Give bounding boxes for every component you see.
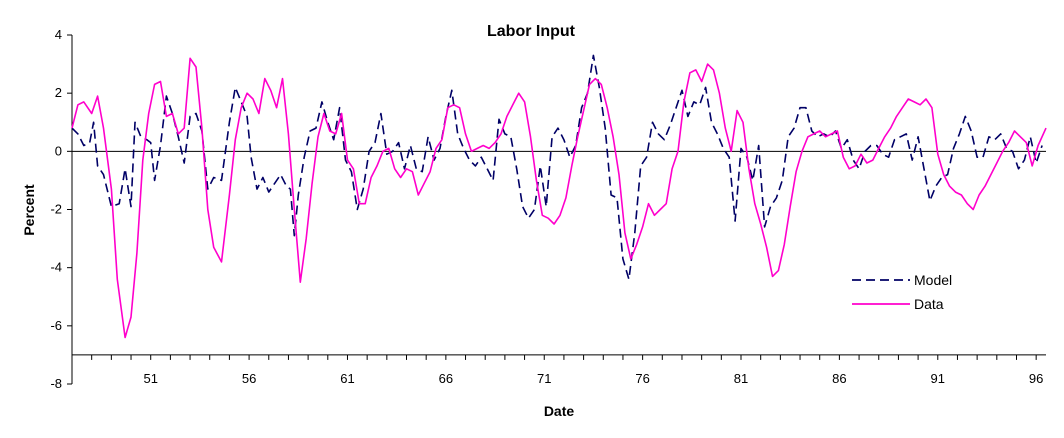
x-tick-label: 66 <box>439 371 453 386</box>
y-tick-label: 4 <box>55 27 62 42</box>
y-tick-label: -4 <box>50 260 62 275</box>
chart-title: Labor Input <box>487 23 576 40</box>
legend-label-data: Data <box>914 296 944 312</box>
x-tick-label: 56 <box>242 371 256 386</box>
legend: Model Data <box>852 272 952 312</box>
legend-label-model: Model <box>914 272 952 288</box>
x-tick-label: 76 <box>635 371 649 386</box>
x-tick-label: 71 <box>537 371 551 386</box>
x-tick-label: 96 <box>1029 371 1043 386</box>
x-tick-label: 61 <box>340 371 354 386</box>
y-tick-label: -6 <box>50 318 62 333</box>
series-line-data <box>71 57 1047 339</box>
y-tick-label: -8 <box>50 376 62 391</box>
plot-area: 4 2 0 -2 -4 -6 -8 51 56 61 66 71 76 81 86 91 96 <box>50 27 1047 391</box>
y-tick-label: 0 <box>55 143 62 158</box>
y-tick-label: 2 <box>55 85 62 100</box>
y-tick-label: -2 <box>50 202 62 217</box>
x-tick-label: 91 <box>931 371 945 386</box>
y-axis-title: Percent <box>21 184 37 236</box>
x-tick-label: 86 <box>832 371 846 386</box>
x-tick-label: 81 <box>734 371 748 386</box>
x-tick-label: 51 <box>143 371 157 386</box>
series-line-model <box>71 54 1043 281</box>
x-axis-title: Date <box>544 403 575 419</box>
